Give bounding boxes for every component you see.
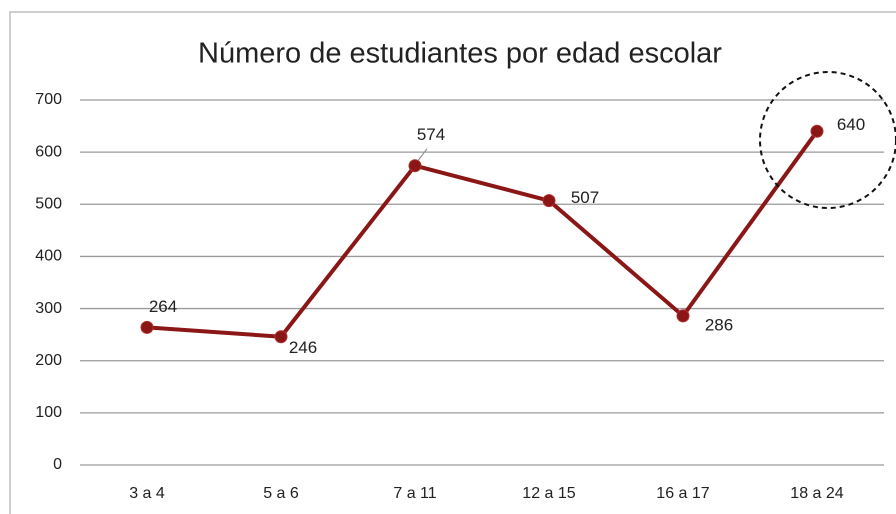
data-label: 507 [571, 188, 599, 207]
data-label: 246 [289, 338, 317, 357]
data-point [676, 309, 690, 323]
data-point [542, 194, 556, 208]
chart-frame [9, 11, 896, 514]
data-label: 574 [417, 125, 445, 144]
data-point [810, 124, 824, 138]
x-tick-label: 12 a 15 [522, 485, 575, 502]
x-tick-label: 7 a 11 [393, 485, 436, 502]
y-tick-label: 100 [35, 404, 62, 421]
data-label: 286 [705, 315, 733, 334]
x-tick-label: 5 a 6 [263, 485, 299, 502]
y-tick-label: 0 [53, 456, 62, 473]
chart-title: Número de estudiantes por edad escolar [198, 38, 722, 70]
y-tick-label: 300 [35, 300, 62, 317]
y-tick-label: 700 [35, 91, 62, 108]
leader-line [417, 148, 428, 161]
x-tick-label: 16 a 17 [656, 485, 709, 502]
data-label: 640 [837, 115, 865, 134]
data-point [274, 330, 288, 344]
data-point [140, 320, 154, 334]
y-tick-label: 600 [35, 143, 62, 160]
data-line [146, 130, 819, 339]
highlight-circle [759, 71, 896, 209]
y-tick-label: 200 [35, 352, 62, 369]
data-point [408, 159, 422, 173]
x-tick-label: 3 a 4 [129, 485, 165, 502]
y-tick-label: 500 [35, 196, 62, 213]
y-tick-label: 400 [35, 248, 62, 265]
x-tick-label: 18 a 24 [790, 485, 843, 502]
data-label: 264 [149, 297, 177, 316]
